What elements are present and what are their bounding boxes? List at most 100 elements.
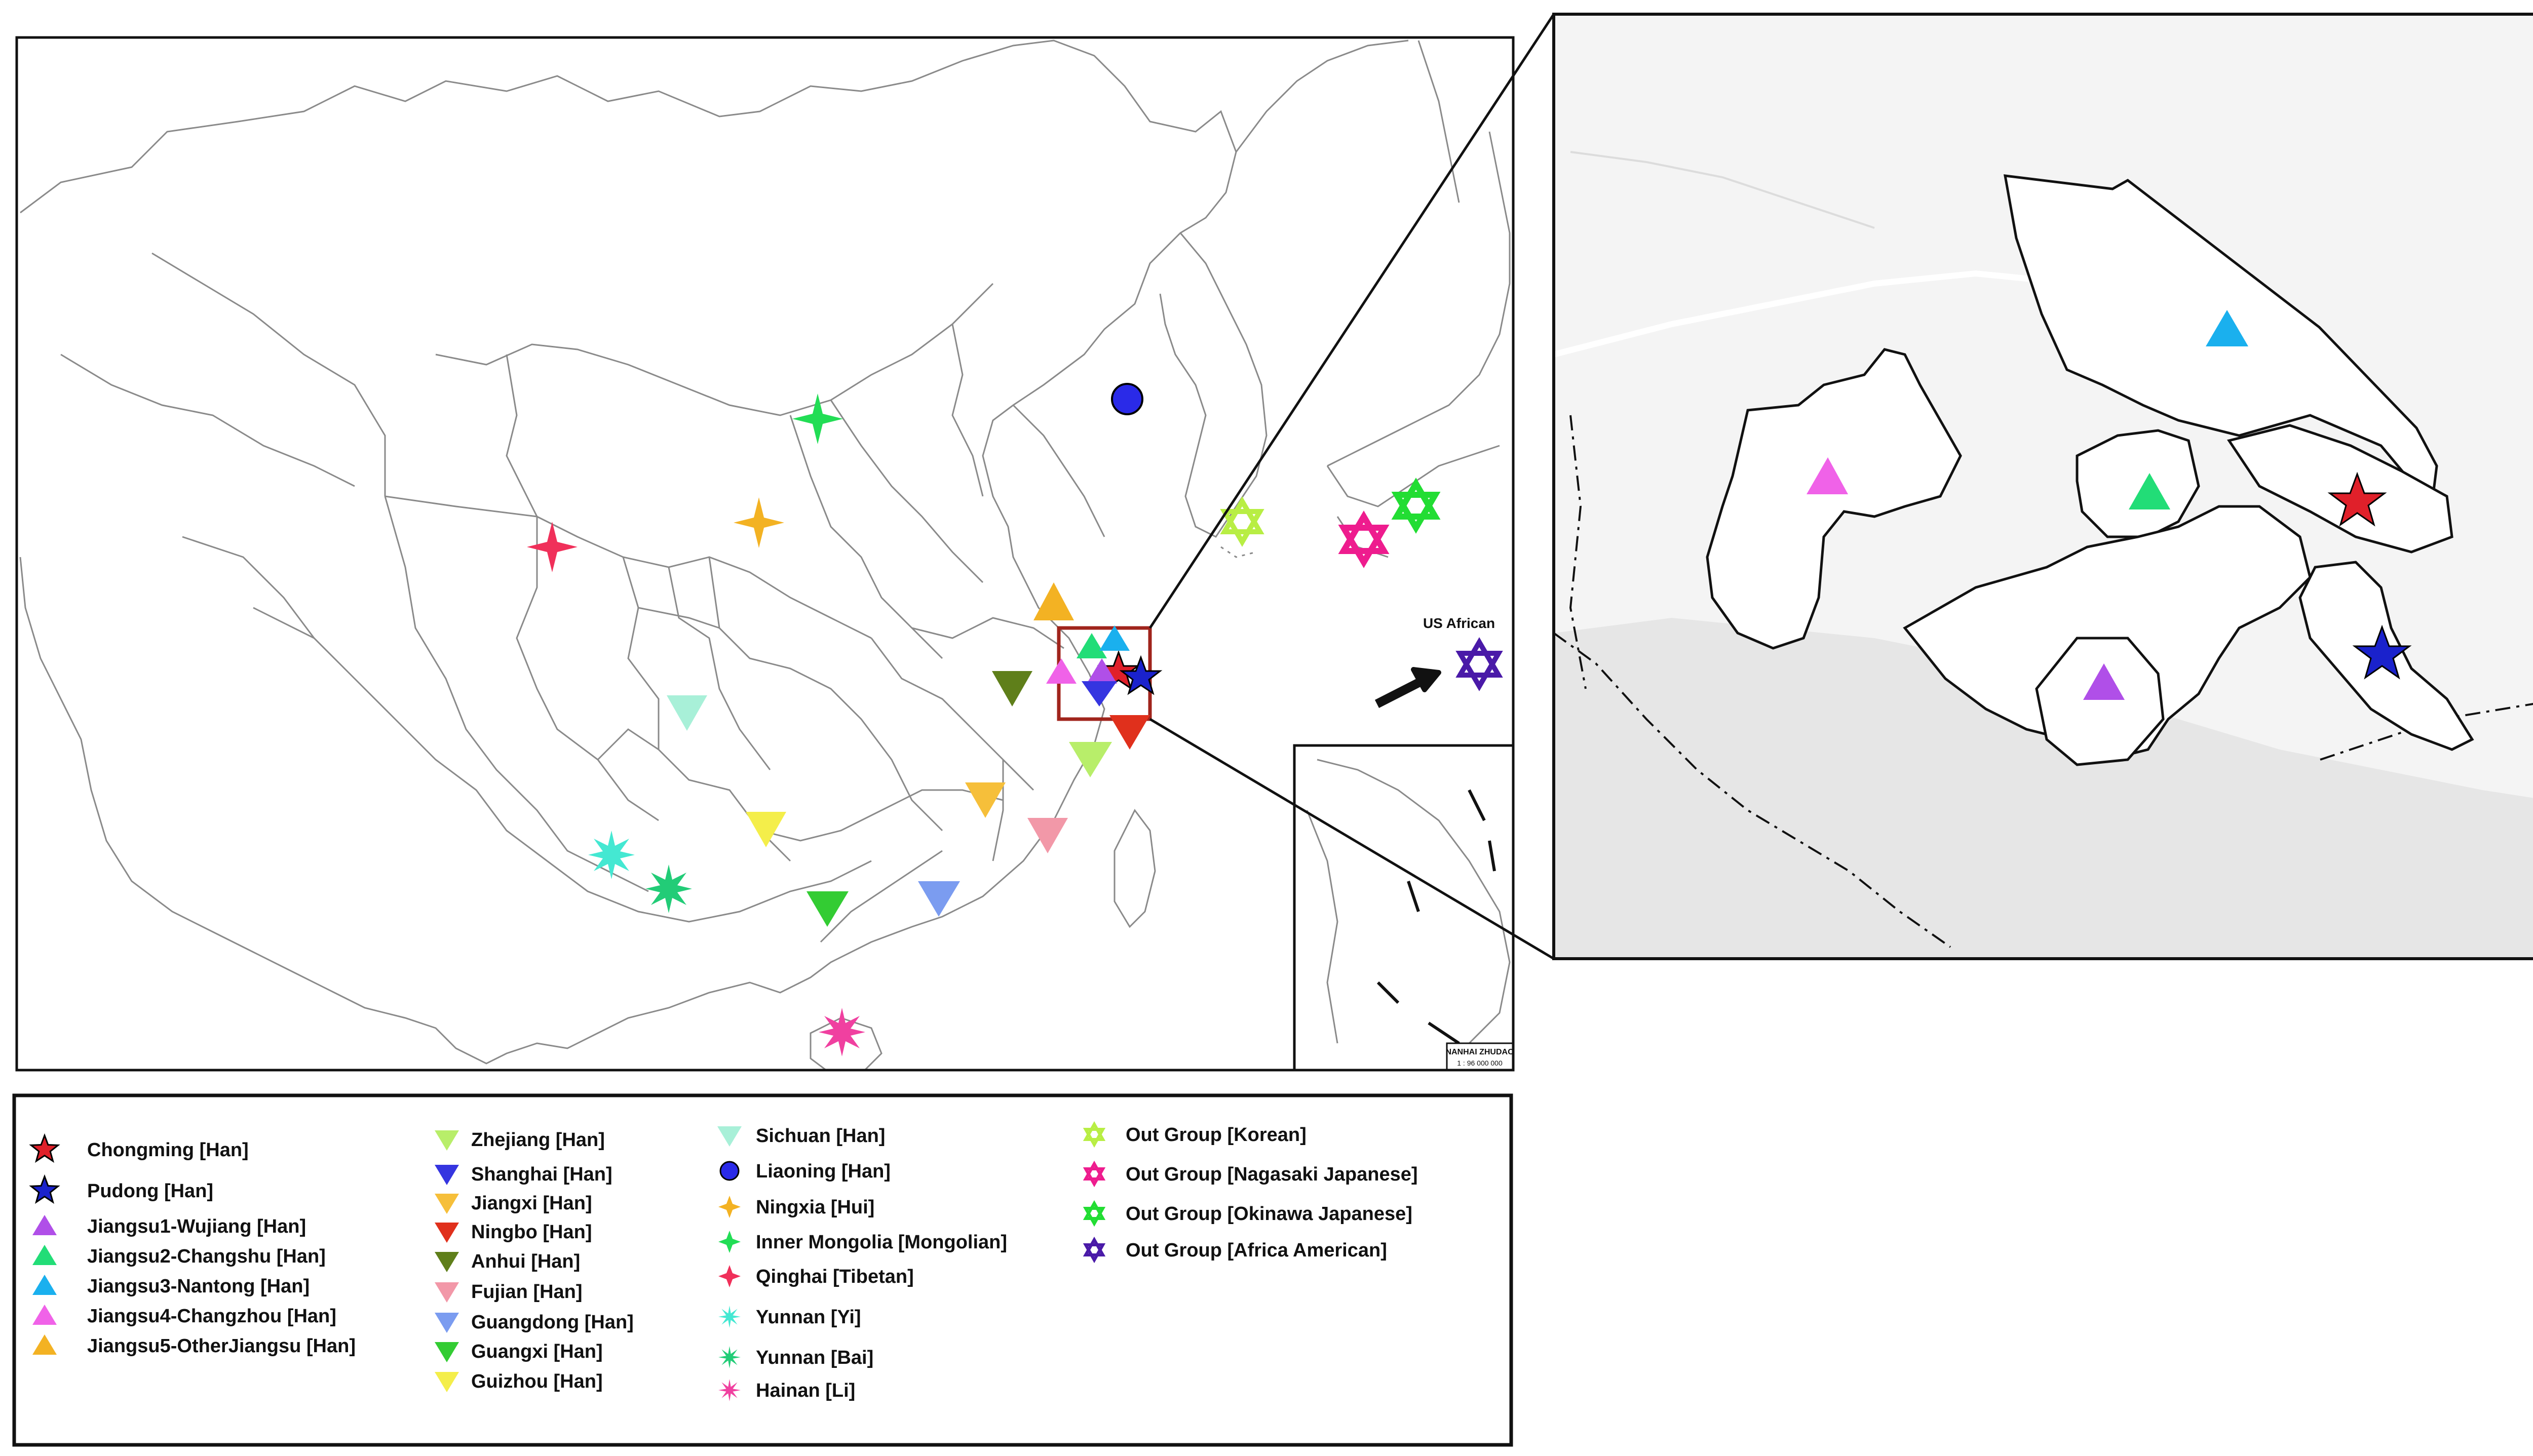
inset-marker-nantong	[2206, 310, 2248, 346]
legend-item-label: Guangxi [Han]	[471, 1341, 603, 1362]
zoom-connectors	[1148, 13, 1555, 960]
triangle-down-legend-marker-icon	[435, 1342, 459, 1362]
legend-item-label: Jiangsu1-Wujiang [Han]	[87, 1216, 306, 1237]
hexagram-legend-marker-icon	[1083, 1200, 1106, 1227]
legend-frame	[12, 1093, 1513, 1447]
legend-item: Hainan [Li]	[718, 1379, 855, 1401]
us-african-label: US African	[1423, 615, 1495, 631]
triangle-up-legend-marker-icon	[32, 1215, 57, 1235]
marker-jiangsu5-otherjiangsu	[1033, 582, 1074, 620]
hexagram-legend-marker-icon	[1083, 1236, 1106, 1264]
star8-legend-marker-icon	[718, 1379, 741, 1401]
triangle-up-legend-marker-icon	[32, 1245, 57, 1265]
main-map-background	[17, 37, 1513, 1070]
legend-item-label: Inner Mongolia [Mongolian]	[756, 1232, 1007, 1253]
marker-guizhou	[746, 812, 786, 847]
marker-pudong	[1119, 655, 1163, 695]
legend-item: Ningbo [Han]	[435, 1222, 592, 1243]
star4-legend-marker-icon	[718, 1265, 741, 1287]
triangle-down-legend-marker-icon	[435, 1372, 459, 1392]
legend-item-label: Jiangsu3-Nantong [Han]	[87, 1276, 310, 1297]
district-changshu	[2076, 429, 2200, 538]
legend-item: Jiangsu5-OtherJiangsu [Han]	[32, 1334, 356, 1357]
legend-item: Sichuan [Han]	[717, 1125, 885, 1147]
arrow-head-icon	[1411, 667, 1441, 692]
marker-inner-mongolia	[792, 393, 843, 444]
legend-item: Chongming [Han]	[29, 1133, 249, 1163]
inset-marker-wujiang	[2083, 663, 2125, 700]
legend-item: Guizhou [Han]	[435, 1371, 603, 1392]
marker-zhejiang	[1069, 742, 1112, 777]
marker-jiangsu4-changzhou	[1046, 658, 1077, 684]
legend-item-label: Liaoning [Han]	[756, 1161, 891, 1182]
district-changzhou	[1706, 348, 1962, 650]
inset-scale: 1 : 96 000 000	[1457, 1059, 1503, 1067]
triangle-down-legend-marker-icon	[435, 1223, 459, 1243]
marker-yunnan-bai	[645, 864, 692, 913]
legend-item-label: Qinghai [Tibetan]	[756, 1266, 914, 1287]
legend-item: Jiangsu2-Changshu [Han]	[32, 1245, 326, 1267]
marker-hainan	[819, 1008, 865, 1056]
triangle-down-legend-marker-icon	[717, 1126, 742, 1147]
marker-sichuan	[667, 695, 707, 731]
legend-item-label: Sichuan [Han]	[756, 1125, 885, 1147]
triangle-down-legend-marker-icon	[435, 1165, 459, 1185]
triangle-down-legend-marker-icon	[435, 1313, 459, 1333]
legend-item-label: Zhejiang [Han]	[471, 1129, 605, 1151]
hexagram-legend-marker-icon	[1083, 1160, 1106, 1188]
marker-africa-american	[1455, 637, 1503, 691]
triangle-up-legend-marker-icon	[32, 1334, 57, 1355]
marker-yunnan-yi	[588, 831, 635, 879]
legend-item: Yunnan [Yi]	[718, 1306, 861, 1328]
star8-legend-marker-icon	[718, 1306, 741, 1328]
circle-legend-marker-icon	[719, 1161, 740, 1181]
marker-ningxia	[734, 497, 784, 548]
marker-ningbo	[1109, 715, 1150, 750]
legend-item-label: Out Group [Korean]	[1126, 1124, 1307, 1146]
legend-item-label: Jiangxi [Han]	[471, 1193, 592, 1214]
south-china-sea-inset: NANHAI ZHUDAO 1 : 96 000 000	[1293, 744, 1515, 1072]
star4-legend-marker-icon	[718, 1231, 741, 1253]
marker-okinawa-japanese	[1391, 478, 1441, 534]
legend-item-label: Out Group [Nagasaki Japanese]	[1126, 1164, 1418, 1185]
legend-item: Fujian [Han]	[435, 1281, 583, 1303]
legend-item: Jiangsu3-Nantong [Han]	[32, 1275, 310, 1297]
main-map-markers	[527, 383, 1503, 1056]
main-map-frame	[15, 36, 1515, 1072]
legend-item: Shanghai [Han]	[435, 1164, 612, 1185]
star8-legend-marker-icon	[718, 1346, 741, 1368]
inset-marker-chongming	[2327, 471, 2387, 527]
legend-item-label: Jiangsu4-Changzhou [Han]	[87, 1306, 336, 1327]
legend-item-label: Ningxia [Hui]	[756, 1197, 874, 1218]
inset-marker-changshu	[2129, 473, 2170, 509]
district-wujiang	[2035, 637, 2165, 766]
triangle-up-legend-marker-icon	[32, 1305, 57, 1325]
legend-item: Zhejiang [Han]	[435, 1129, 605, 1151]
legend-item: Out Group [Nagasaki Japanese]	[1083, 1160, 1418, 1188]
legend-item: Inner Mongolia [Mongolian]	[718, 1231, 1007, 1253]
legend-item-label: Jiangsu2-Changshu [Han]	[87, 1246, 326, 1267]
marker-liaoning	[1111, 383, 1143, 415]
triangle-up-legend-marker-icon	[32, 1275, 57, 1295]
marker-guangdong	[918, 881, 960, 917]
triangle-down-legend-marker-icon	[435, 1282, 459, 1303]
district-chongming	[2227, 424, 2453, 554]
marker-anhui	[992, 671, 1032, 706]
star4-legend-marker-icon	[718, 1196, 741, 1218]
legend-item: Out Group [Africa American]	[1083, 1236, 1387, 1264]
legend-item-label: Shanghai [Han]	[471, 1164, 612, 1185]
legend-item: Out Group [Korean]	[1083, 1121, 1307, 1148]
legend-item: Out Group [Okinawa Japanese]	[1083, 1200, 1412, 1227]
star-legend-marker-icon	[29, 1174, 60, 1204]
legend-item: Liaoning [Han]	[719, 1161, 891, 1182]
inset-marker-changzhou	[1807, 457, 1848, 494]
legend-item-label: Yunnan [Yi]	[756, 1307, 861, 1328]
inset-caption: NANHAI ZHUDAO	[1445, 1048, 1514, 1056]
triangle-down-legend-marker-icon	[435, 1252, 459, 1272]
star-legend-marker-icon	[29, 1133, 60, 1163]
legend-item: Ningxia [Hui]	[718, 1196, 874, 1218]
marker-fujian	[1027, 818, 1068, 853]
legend-item: Anhui [Han]	[435, 1251, 580, 1272]
legend-item-label: Yunnan [Bai]	[756, 1347, 873, 1368]
